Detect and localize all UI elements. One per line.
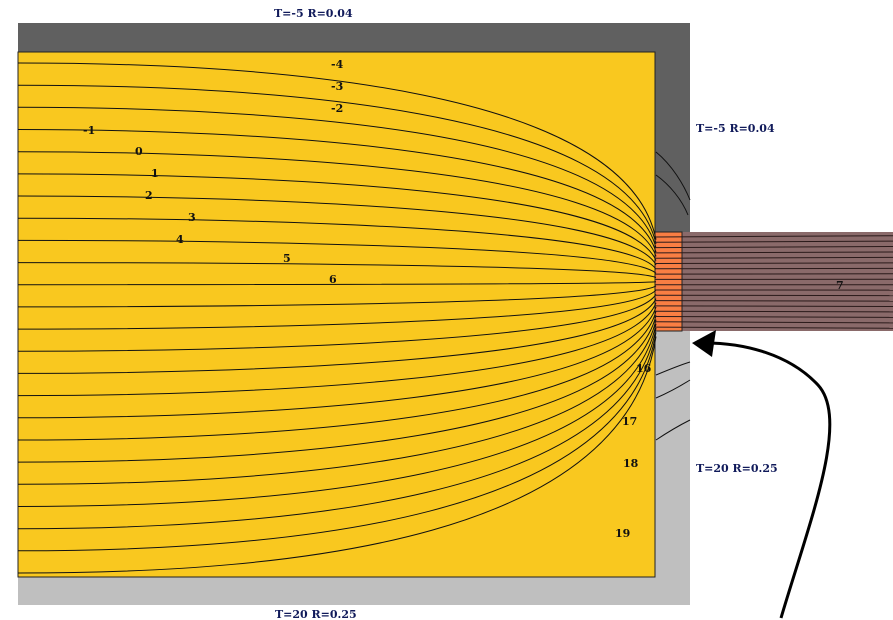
- isotherm-line: [17, 62, 657, 240]
- isotherm-line: [17, 129, 657, 253]
- isotherm-line: [17, 315, 657, 463]
- isotherm-line: [17, 84, 657, 244]
- isotherm-label: 6: [329, 273, 337, 286]
- isotherm-label: 7: [836, 279, 844, 292]
- isotherm-label: 17: [622, 415, 637, 428]
- isotherm-line: [17, 281, 657, 286]
- isotherm-line: [17, 298, 657, 374]
- isotherm-label: 18: [623, 457, 639, 470]
- isotherm-label: -4: [331, 58, 344, 71]
- isotherm-label: 16: [636, 362, 652, 375]
- boundary-isotherm-line: [655, 379, 691, 399]
- isotherm-line: [17, 217, 657, 270]
- bc-right-lower-label: T=20 R=0.25: [696, 462, 778, 475]
- bridge-isotherm-line: [654, 305, 893, 307]
- bc-right-upper-label: T=-5 R=0.04: [696, 122, 775, 135]
- isotherm-line: [17, 151, 657, 257]
- isotherm-line: [17, 173, 657, 261]
- isotherm-line: [17, 319, 657, 485]
- bridge-isotherm-line: [654, 310, 893, 313]
- pointer-arrow-line: [699, 341, 832, 619]
- isotherm-label: 0: [135, 145, 143, 158]
- bc-top-label: T=-5 R=0.04: [274, 7, 353, 20]
- isotherm-line: [17, 328, 657, 530]
- bridge-isotherm-lines: [654, 235, 893, 329]
- isotherm-line: [17, 285, 657, 308]
- isotherm-label: 3: [188, 211, 196, 224]
- bridge-isotherm-line: [654, 240, 893, 243]
- isotherm-line: [17, 323, 657, 507]
- boundary-isotherm-line: [655, 361, 691, 376]
- isotherm-line: [17, 332, 657, 552]
- isotherm-label: 19: [615, 527, 630, 540]
- isotherm-label: -2: [331, 102, 343, 115]
- bridge-isotherm-line: [654, 262, 893, 264]
- bridge-element: [682, 232, 893, 331]
- isotherm-line: [17, 195, 657, 266]
- isotherm-line: [17, 289, 657, 330]
- bridge-isotherm-line: [654, 251, 893, 254]
- boundary-isotherm-lines: [655, 151, 691, 441]
- isotherm-label: -3: [331, 80, 343, 93]
- isotherm-line: [17, 306, 657, 419]
- isotherm-label: -1: [83, 124, 95, 137]
- isotherm-line: [17, 336, 657, 574]
- insulation-region: [17, 51, 656, 578]
- boundary-isotherm-line: [655, 151, 691, 201]
- bridge-isotherm-line: [654, 246, 893, 249]
- isotherm-line: [17, 311, 657, 441]
- isotherm-line: [17, 294, 657, 352]
- bridge-isotherm-line: [654, 326, 893, 329]
- isotherm-line: [17, 239, 657, 274]
- boundary-isotherm-line: [655, 419, 691, 441]
- bc-bottom-label: T=20 R=0.25: [275, 608, 357, 620]
- isotherm-line: [17, 262, 657, 278]
- bridge-isotherm-line: [654, 316, 893, 318]
- bridge-isotherm-line: [654, 256, 893, 259]
- bridge-isotherm-line: [654, 235, 893, 238]
- isotherm-label: 1: [151, 167, 159, 180]
- isotherm-label: 2: [145, 189, 153, 202]
- isotherm-lines: [17, 62, 657, 574]
- bridge-isotherm-line: [654, 300, 893, 302]
- isotherm-label: 5: [283, 252, 291, 265]
- isotherm-line: [17, 302, 657, 397]
- pointer-arrowhead-icon: [692, 330, 716, 357]
- isotherm-label: 4: [176, 233, 184, 246]
- isotherm-line: [17, 106, 657, 249]
- boundary-isotherm-line: [655, 174, 689, 216]
- bridge-isotherm-line: [654, 321, 893, 324]
